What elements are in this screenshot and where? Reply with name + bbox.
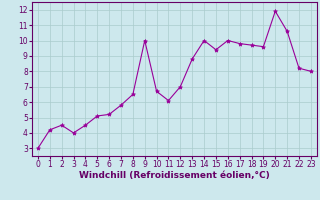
X-axis label: Windchill (Refroidissement éolien,°C): Windchill (Refroidissement éolien,°C) — [79, 171, 270, 180]
